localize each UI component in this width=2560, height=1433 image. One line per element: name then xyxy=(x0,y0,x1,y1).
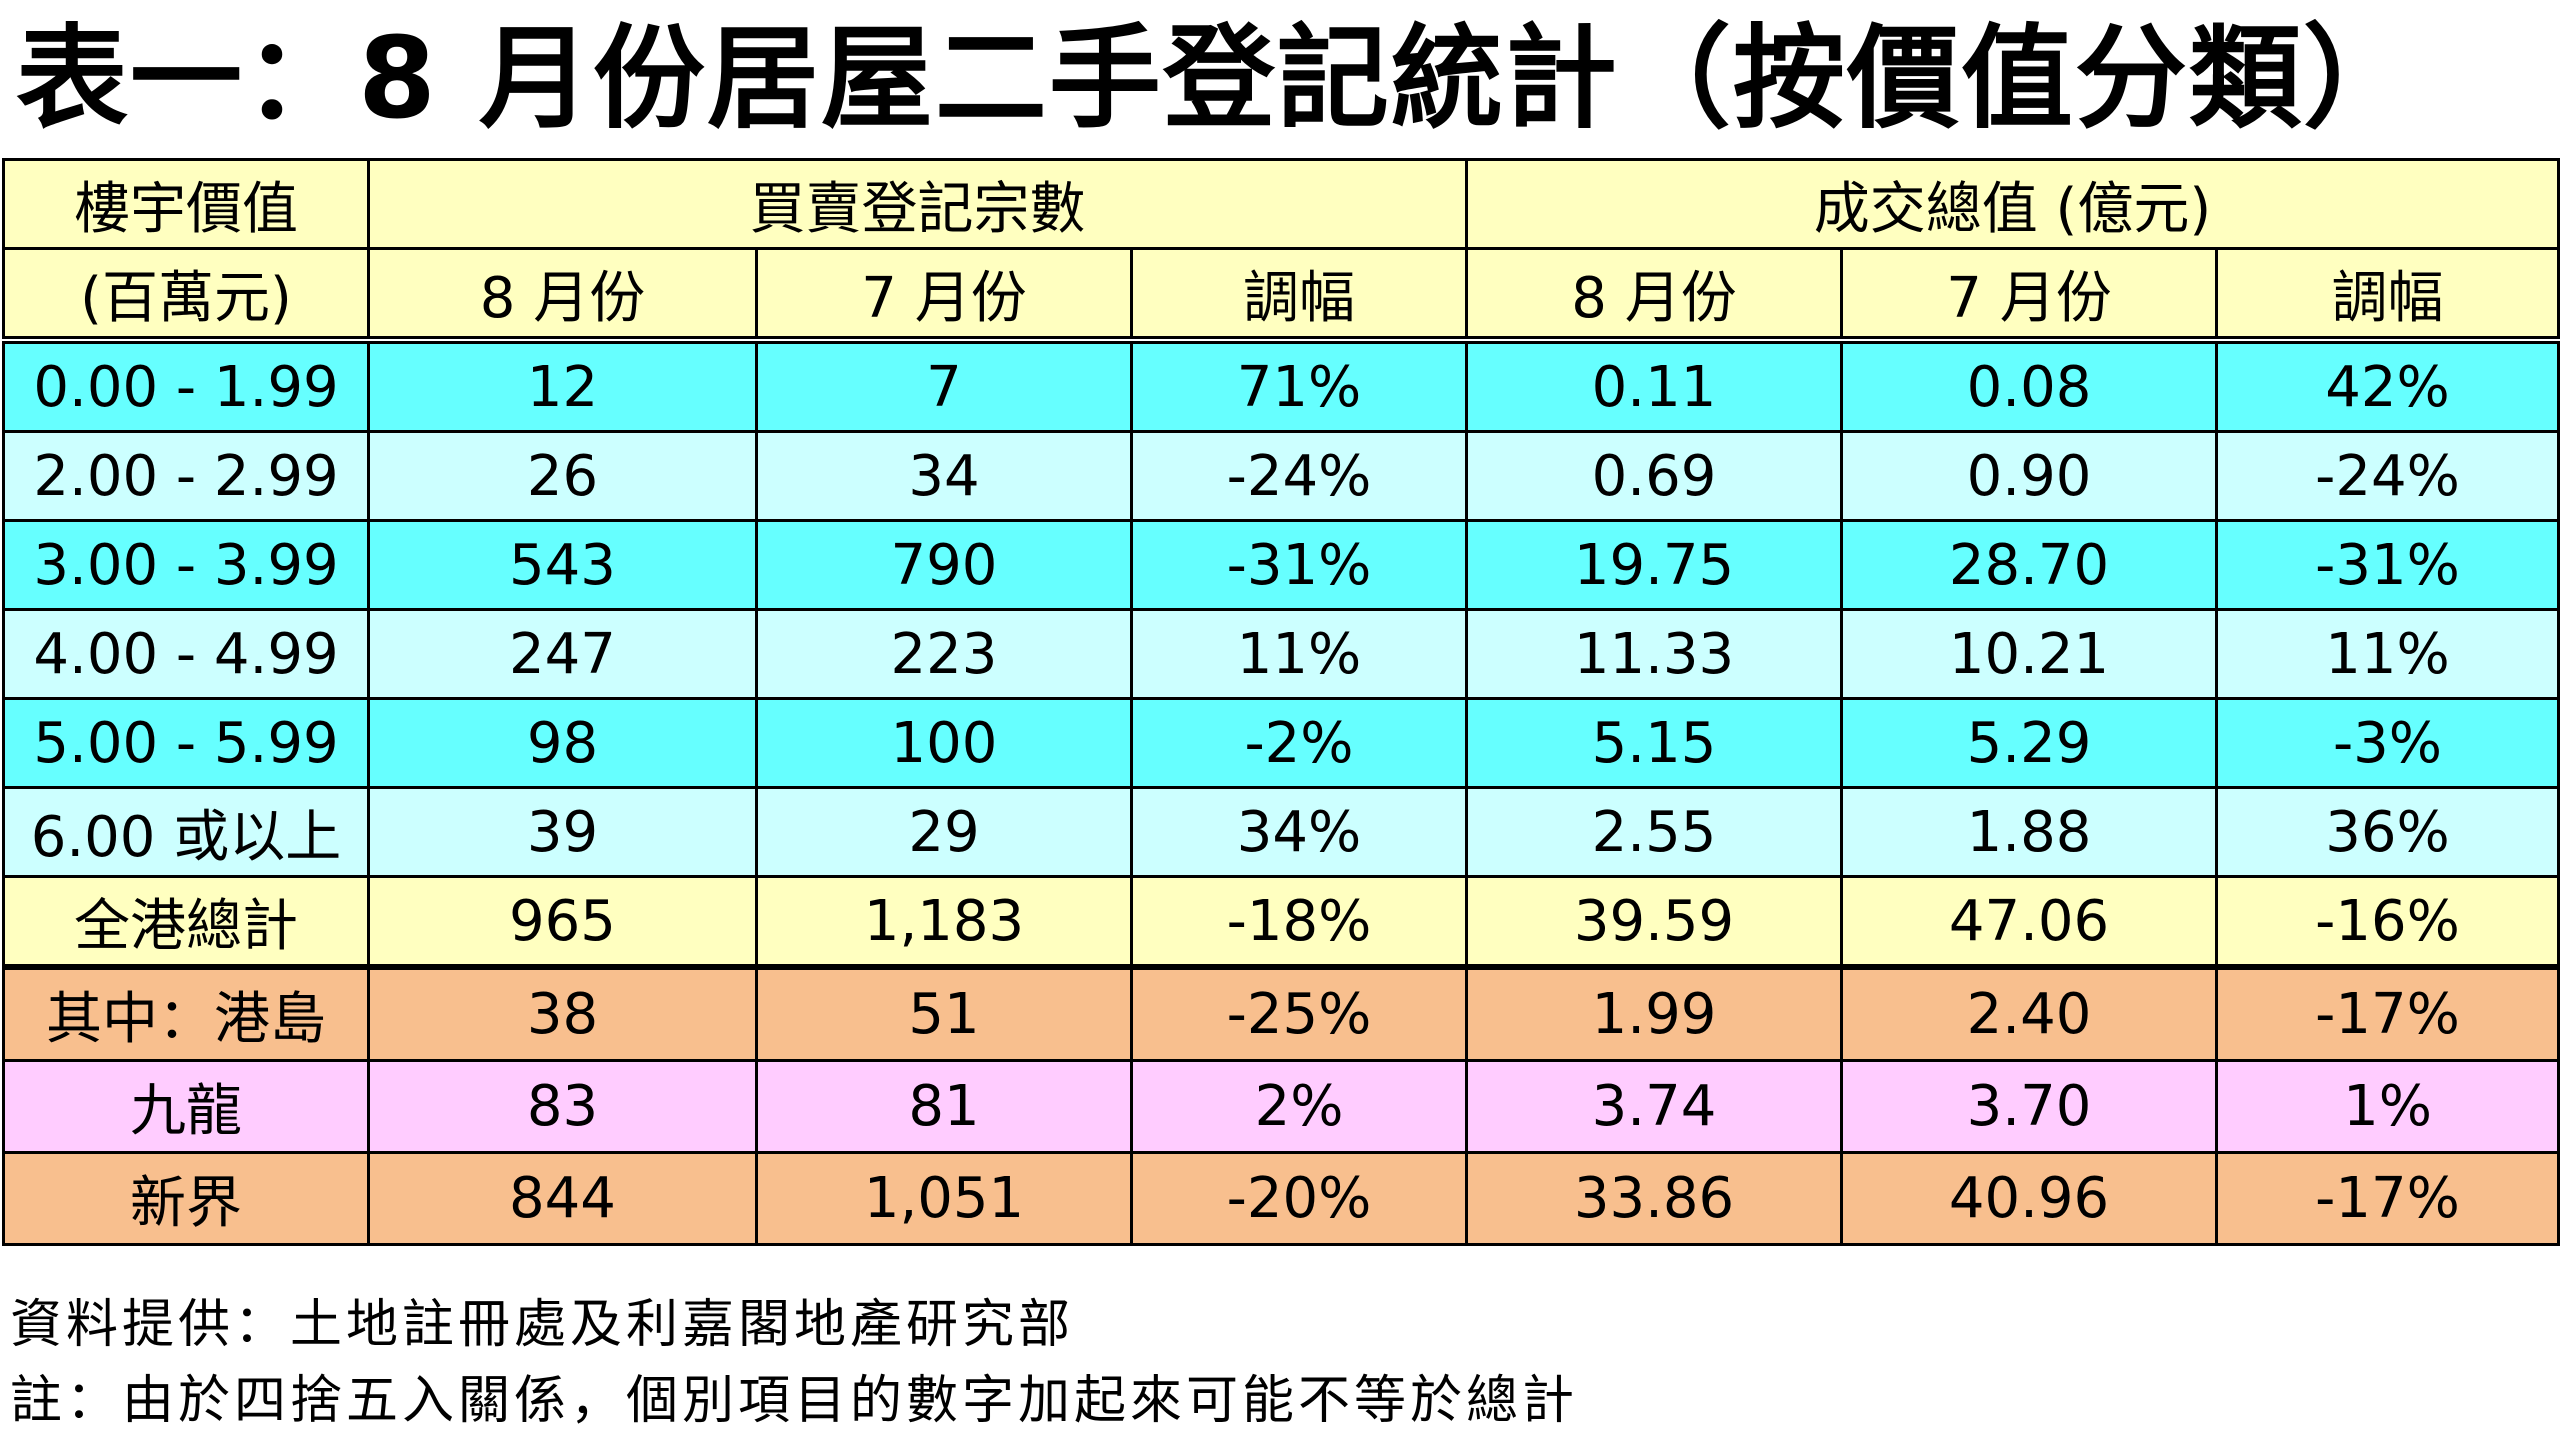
table-row: 0.00 - 1.99 12 7 71% 0.11 0.08 42% xyxy=(2,338,2560,433)
row-label: 4.00 - 4.99 xyxy=(2,608,370,700)
row-label: 九龍 xyxy=(2,1059,370,1154)
row-label: 3.00 - 3.99 xyxy=(2,519,370,611)
total-row: 全港總計 965 1,183 -18% 39.59 47.06 -16% xyxy=(2,875,2560,970)
value-change: 11% xyxy=(2215,608,2560,700)
count-change: 71% xyxy=(1130,338,1468,433)
value-change: -31% xyxy=(2215,519,2560,611)
count-change: 34% xyxy=(1130,786,1468,878)
value-aug: 39.59 xyxy=(1465,875,1843,970)
row-label: 其中：港島 xyxy=(2,965,370,1062)
value-change: 42% xyxy=(2215,338,2560,433)
header-count-jul: 7 月份 xyxy=(755,247,1133,344)
header-price-unit: (百萬元) xyxy=(2,247,370,344)
count-jul: 34 xyxy=(755,430,1133,522)
value-jul: 40.96 xyxy=(1840,1151,2218,1246)
value-jul: 28.70 xyxy=(1840,519,2218,611)
count-aug: 83 xyxy=(367,1059,758,1154)
row-label: 0.00 - 1.99 xyxy=(2,338,370,433)
value-jul: 0.90 xyxy=(1840,430,2218,522)
value-jul: 1.88 xyxy=(1840,786,2218,878)
row-label: 2.00 - 2.99 xyxy=(2,430,370,522)
value-change: -16% xyxy=(2215,875,2560,970)
header-value-group: 成交總值 (億元) xyxy=(1465,158,2560,250)
table-row: 5.00 - 5.99 98 100 -2% 5.15 5.29 -3% xyxy=(2,697,2560,789)
count-jul: 1,183 xyxy=(755,875,1133,970)
table-row: 6.00 或以上 39 29 34% 2.55 1.88 36% xyxy=(2,786,2560,878)
value-change: 36% xyxy=(2215,786,2560,878)
header-row-2: (百萬元) 8 月份 7 月份 調幅 8 月份 7 月份 調幅 xyxy=(2,247,2560,344)
count-jul: 29 xyxy=(755,786,1133,878)
header-count-change: 調幅 xyxy=(1130,247,1468,344)
value-change: 1% xyxy=(2215,1059,2560,1154)
value-change: -17% xyxy=(2215,965,2560,1062)
count-jul: 223 xyxy=(755,608,1133,700)
count-jul: 1,051 xyxy=(755,1151,1133,1246)
count-aug: 543 xyxy=(367,519,758,611)
count-change: -2% xyxy=(1130,697,1468,789)
count-aug: 247 xyxy=(367,608,758,700)
count-aug: 98 xyxy=(367,697,758,789)
header-value-aug: 8 月份 xyxy=(1465,247,1843,344)
count-change: 2% xyxy=(1130,1059,1468,1154)
value-jul: 10.21 xyxy=(1840,608,2218,700)
count-change: -31% xyxy=(1130,519,1468,611)
count-change: 11% xyxy=(1130,608,1468,700)
row-label: 新界 xyxy=(2,1151,370,1246)
header-count-aug: 8 月份 xyxy=(367,247,758,344)
row-label: 6.00 或以上 xyxy=(2,786,370,878)
region-row: 九龍 83 81 2% 3.74 3.70 1% xyxy=(2,1059,2560,1154)
count-jul: 7 xyxy=(755,338,1133,433)
value-change: -17% xyxy=(2215,1151,2560,1246)
value-jul: 5.29 xyxy=(1840,697,2218,789)
value-aug: 1.99 xyxy=(1465,965,1843,1062)
rounding-note: 註：由於四捨五入關係，個別項目的數字加起來可能不等於總計 xyxy=(10,1371,1579,1431)
table-row: 4.00 - 4.99 247 223 11% 11.33 10.21 11% xyxy=(2,608,2560,700)
region-row: 其中：港島 38 51 -25% 1.99 2.40 -17% xyxy=(2,965,2560,1062)
table-row: 3.00 - 3.99 543 790 -31% 19.75 28.70 -31… xyxy=(2,519,2560,611)
value-aug: 3.74 xyxy=(1465,1059,1843,1154)
count-change: -18% xyxy=(1130,875,1468,970)
header-value-jul: 7 月份 xyxy=(1840,247,2218,344)
count-aug: 38 xyxy=(367,965,758,1062)
count-aug: 12 xyxy=(367,338,758,433)
value-aug: 0.69 xyxy=(1465,430,1843,522)
value-jul: 0.08 xyxy=(1840,338,2218,433)
region-row: 新界 844 1,051 -20% 33.86 40.96 -17% xyxy=(2,1151,2560,1246)
header-value-change: 調幅 xyxy=(2215,247,2560,344)
count-jul: 51 xyxy=(755,965,1133,1062)
count-aug: 965 xyxy=(367,875,758,970)
value-aug: 11.33 xyxy=(1465,608,1843,700)
row-label: 全港總計 xyxy=(2,875,370,970)
count-change: -20% xyxy=(1130,1151,1468,1246)
table-row: 2.00 - 2.99 26 34 -24% 0.69 0.90 -24% xyxy=(2,430,2560,522)
value-aug: 19.75 xyxy=(1465,519,1843,611)
value-aug: 33.86 xyxy=(1465,1151,1843,1246)
count-jul: 790 xyxy=(755,519,1133,611)
statistics-table: 樓宇價值 買賣登記宗數 成交總值 (億元) (百萬元) 8 月份 7 月份 調幅… xyxy=(2,158,2560,1246)
value-aug: 0.11 xyxy=(1465,338,1843,433)
value-change: -3% xyxy=(2215,697,2560,789)
source-note: 資料提供：土地註冊處及利嘉閣地產研究部 xyxy=(10,1295,1075,1355)
row-label: 5.00 - 5.99 xyxy=(2,697,370,789)
value-jul: 47.06 xyxy=(1840,875,2218,970)
count-aug: 26 xyxy=(367,430,758,522)
count-change: -25% xyxy=(1130,965,1468,1062)
count-jul: 100 xyxy=(755,697,1133,789)
value-aug: 5.15 xyxy=(1465,697,1843,789)
header-count-group: 買賣登記宗數 xyxy=(367,158,1468,250)
header-price: 樓宇價值 xyxy=(2,158,370,250)
value-change: -24% xyxy=(2215,430,2560,522)
count-aug: 39 xyxy=(367,786,758,878)
count-change: -24% xyxy=(1130,430,1468,522)
count-jul: 81 xyxy=(755,1059,1133,1154)
value-aug: 2.55 xyxy=(1465,786,1843,878)
value-jul: 2.40 xyxy=(1840,965,2218,1062)
value-jul: 3.70 xyxy=(1840,1059,2218,1154)
count-aug: 844 xyxy=(367,1151,758,1246)
header-row-1: 樓宇價值 買賣登記宗數 成交總值 (億元) xyxy=(2,158,2560,250)
page-title: 表一：8 月份居屋二手登記統計（按價值分類） xyxy=(16,14,2417,144)
